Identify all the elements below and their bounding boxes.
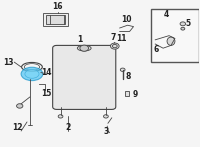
Circle shape: [17, 104, 23, 108]
Text: 2: 2: [66, 123, 71, 132]
Text: 10: 10: [121, 15, 132, 24]
Text: 7: 7: [110, 33, 116, 42]
Circle shape: [181, 27, 185, 30]
Circle shape: [80, 45, 89, 51]
Text: 13: 13: [3, 58, 14, 67]
Text: 16: 16: [52, 2, 63, 11]
Bar: [43, 13, 68, 26]
Circle shape: [58, 115, 63, 118]
Ellipse shape: [25, 70, 39, 78]
Bar: [125, 91, 129, 96]
Ellipse shape: [21, 67, 43, 81]
Bar: [46, 15, 65, 24]
Ellipse shape: [167, 37, 175, 45]
Circle shape: [104, 115, 108, 118]
Circle shape: [110, 43, 119, 49]
Ellipse shape: [77, 45, 91, 51]
Text: 1: 1: [77, 35, 82, 44]
Text: 14: 14: [41, 68, 51, 77]
Text: 4: 4: [163, 10, 169, 19]
Text: 3: 3: [103, 127, 109, 136]
Text: 8: 8: [125, 72, 131, 81]
FancyBboxPatch shape: [53, 45, 116, 109]
Bar: [151, 9, 199, 62]
Text: 11: 11: [116, 34, 127, 43]
Text: 12: 12: [12, 123, 22, 132]
Circle shape: [120, 68, 125, 71]
Text: 9: 9: [133, 90, 138, 99]
Text: 6: 6: [154, 45, 159, 54]
Circle shape: [180, 22, 186, 26]
Text: 15: 15: [41, 88, 51, 98]
Text: 5: 5: [186, 19, 191, 28]
